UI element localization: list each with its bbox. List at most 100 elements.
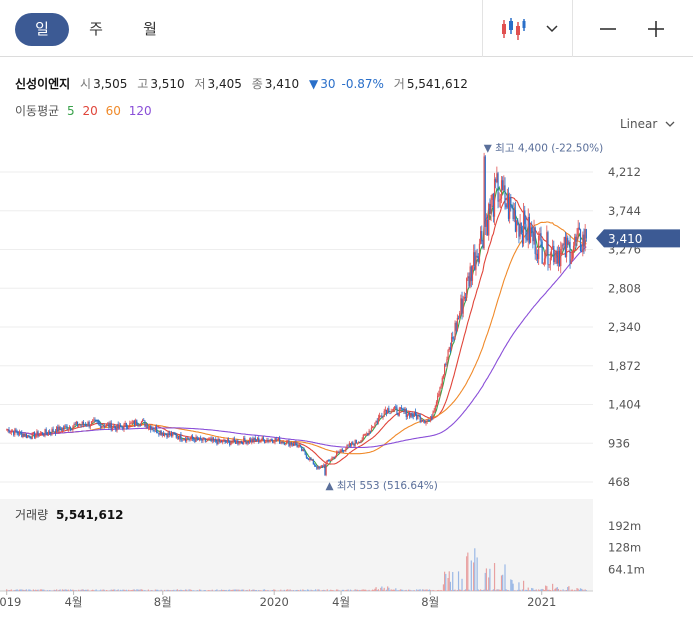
candle-body xyxy=(484,156,486,227)
candle-body xyxy=(208,439,210,441)
candle-body xyxy=(158,432,160,435)
candle-body xyxy=(490,200,492,214)
zoom-in-button[interactable] xyxy=(638,12,674,46)
volume-bar xyxy=(78,589,80,591)
candle-body xyxy=(398,408,400,416)
current-price-tag: 3,410 xyxy=(596,229,680,248)
volume-bar xyxy=(581,588,583,591)
candle-body xyxy=(345,448,347,451)
open-label: 시 xyxy=(80,77,92,91)
candle-body xyxy=(92,420,94,422)
volume-bar xyxy=(347,589,349,591)
volume-bar xyxy=(418,589,420,591)
volume-bar xyxy=(539,590,541,591)
volume-bar xyxy=(317,589,319,591)
volume-bar xyxy=(335,589,338,591)
volume-bar xyxy=(513,590,515,591)
volume-bar xyxy=(527,587,529,591)
volume-bar xyxy=(577,588,579,591)
candle-body xyxy=(267,439,269,442)
volume-bar xyxy=(484,572,486,591)
candle-body xyxy=(246,441,248,444)
candle-body xyxy=(148,426,151,428)
candle-body xyxy=(563,237,565,246)
candle-body xyxy=(511,207,513,209)
candle-body xyxy=(269,439,271,441)
candle-body xyxy=(30,438,32,440)
volume-bar xyxy=(267,590,269,591)
candle-body xyxy=(87,422,89,427)
candle-body xyxy=(528,216,530,243)
volume-bar xyxy=(101,590,103,591)
volume-bar xyxy=(67,589,69,591)
candle-body xyxy=(412,415,414,417)
volume-bar xyxy=(182,590,184,591)
volume-bar xyxy=(363,589,366,591)
candle-body xyxy=(196,436,198,439)
volume-bar xyxy=(92,589,94,591)
ma-120[interactable]: 120 xyxy=(128,104,152,118)
volume-bar xyxy=(427,589,429,591)
volume-bar xyxy=(534,589,536,591)
tab-weekly[interactable]: 주 xyxy=(89,20,103,38)
candle-body xyxy=(165,433,167,435)
candle-body xyxy=(139,425,141,426)
volume-bar xyxy=(80,589,82,591)
candle-body xyxy=(331,457,333,460)
volume-bar xyxy=(444,571,446,591)
candle-body xyxy=(252,438,254,442)
candle-body xyxy=(50,432,52,434)
volume-bar xyxy=(58,589,60,591)
candle-body xyxy=(326,459,328,463)
candle-body xyxy=(371,427,374,429)
ma-20[interactable]: 20 xyxy=(82,104,98,118)
candle-body xyxy=(301,446,303,452)
candle-body xyxy=(290,442,292,445)
candle-body xyxy=(496,173,498,183)
volume-bar xyxy=(516,590,518,591)
candle-body xyxy=(454,322,456,340)
candle-body xyxy=(349,443,352,446)
candle-body xyxy=(549,258,551,265)
candle-body xyxy=(543,258,546,264)
candle-body xyxy=(93,419,95,421)
candle-body xyxy=(433,410,435,413)
volume-bar xyxy=(565,590,568,591)
tab-monthly[interactable]: 월 xyxy=(143,20,157,38)
candle-body xyxy=(546,232,548,255)
scale-selector[interactable]: Linear xyxy=(620,117,675,131)
tab-daily[interactable]: 일 xyxy=(15,13,69,46)
volume-bar xyxy=(172,590,174,591)
candle-body xyxy=(266,439,268,443)
volume-bar xyxy=(93,590,95,591)
candle-body xyxy=(141,419,144,422)
candle-body xyxy=(459,313,461,319)
volume-bar xyxy=(511,580,513,591)
volume-bar xyxy=(178,590,180,591)
candle-body xyxy=(44,429,46,436)
volume-bar xyxy=(176,589,179,591)
volume-bar xyxy=(277,590,280,591)
candle-body xyxy=(491,194,493,201)
zoom-out-button[interactable] xyxy=(590,12,626,46)
volume-bar xyxy=(571,589,573,591)
candle-body xyxy=(524,210,526,225)
candle-body xyxy=(29,436,31,439)
moving-average-label: 이동평균 xyxy=(15,104,60,118)
candle-body xyxy=(210,438,212,442)
ma-5[interactable]: 5 xyxy=(67,104,75,118)
volume-bar xyxy=(496,589,498,591)
volume-bar xyxy=(16,589,18,591)
chart-type-dropdown[interactable] xyxy=(540,12,564,46)
volume-bar xyxy=(360,590,362,591)
candle-body xyxy=(576,234,578,242)
ma-60[interactable]: 60 xyxy=(105,104,121,118)
candle-body xyxy=(317,466,319,469)
candle-body xyxy=(565,237,568,258)
volume-bar xyxy=(245,590,247,591)
chart-type-button[interactable] xyxy=(492,12,534,46)
candle-body xyxy=(157,432,159,434)
candle-body xyxy=(399,407,402,409)
candle-body xyxy=(378,415,381,418)
